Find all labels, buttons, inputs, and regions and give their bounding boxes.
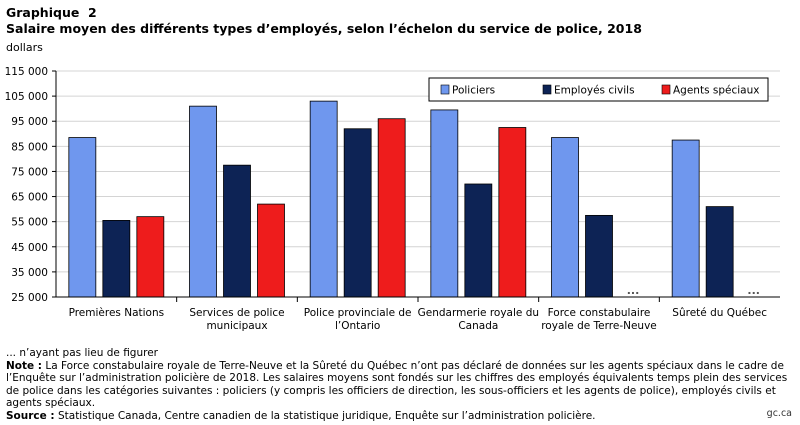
source-footnote: Source : Statistique Canada, Centre cana…: [6, 410, 794, 423]
x-tick-label: Force constabulaire: [548, 307, 651, 319]
bar: [309, 100, 338, 298]
source-label: Source :: [6, 409, 55, 422]
na-footnote: ... n’ayant pas lieu de figurer: [6, 347, 158, 359]
x-tick-label: royale de Terre-Neuve: [541, 320, 657, 332]
legend-swatch: [440, 84, 450, 95]
source-text: Statistique Canada, Centre canadien de l…: [54, 409, 596, 422]
x-tick-label: Police provinciale de: [304, 307, 412, 319]
bar: [102, 220, 131, 298]
watermark: gc.ca: [766, 408, 792, 419]
bar: [585, 214, 613, 298]
y-tick-label: 95 000: [11, 116, 48, 128]
chart-title: Salaire moyen des différents types d’emp…: [6, 21, 642, 36]
bar: [464, 183, 493, 298]
x-tick-label: municipaux: [206, 320, 267, 332]
bar: [671, 139, 700, 298]
bar: [136, 216, 165, 298]
bar: [343, 128, 372, 298]
legend-entry: Agents spéciaux: [673, 85, 759, 97]
bar: [498, 127, 527, 298]
y-axis-unit: dollars: [6, 41, 43, 54]
legend-box: [428, 77, 769, 102]
note-text: La Force constabulaire royale de Terre-N…: [6, 359, 788, 410]
bar: [68, 137, 97, 298]
chart-heading: Graphique 2 Salaire moyen des différents…: [6, 5, 642, 37]
x-tick-label: Sûreté du Québec: [672, 307, 767, 319]
footnotes: ... n’ayant pas lieu de figurer Note : L…: [6, 347, 794, 423]
legend-swatch: [542, 84, 552, 95]
bar: [551, 137, 579, 298]
x-tick-label: Premières Nations: [69, 307, 165, 319]
legend: Policiers Employés civils Agents spéciaux: [428, 77, 769, 102]
missing-marker: ...: [627, 284, 640, 297]
legend-entry: Policiers: [452, 85, 495, 97]
bar: [223, 164, 251, 298]
bar-chart: 25 000 35 000 45 000 55 000 65 000 75 000 85 0…: [5, 66, 780, 332]
bar: [377, 118, 406, 298]
note-footnote: Note : La Force constabulaire royale de …: [6, 360, 794, 410]
y-tick-label: 45 000: [11, 242, 48, 254]
y-tick-label: 115 000: [5, 66, 48, 78]
legend-swatch: [661, 84, 671, 95]
bar: [257, 203, 285, 298]
y-tick-label: 105 000: [5, 91, 48, 103]
legend-entry: Employés civils: [554, 85, 635, 97]
x-tick-label: Services de police: [189, 307, 284, 319]
y-tick-label: 55 000: [11, 217, 48, 229]
x-tick-label: Canada: [458, 320, 498, 332]
x-tick-label: Gendarmerie royale du: [418, 307, 539, 319]
y-tick-label: 85 000: [11, 141, 48, 153]
y-axis: 25 000 35 000 45 000 55 000 65 000 75 000 85 0…: [5, 66, 57, 304]
y-tick-label: 65 000: [11, 192, 48, 204]
bars: ......: [68, 100, 760, 298]
y-tick-label: 25 000: [11, 292, 48, 304]
missing-marker: ...: [747, 284, 760, 297]
x-tick-label: l’Ontario: [335, 320, 380, 332]
chart-number: Graphique 2: [6, 5, 97, 20]
bar: [705, 206, 734, 298]
y-tick-label: 75 000: [11, 166, 48, 178]
x-axis: Premières Nations Services de policemunic…: [56, 296, 780, 332]
bar: [189, 105, 217, 298]
gridlines: [56, 70, 780, 298]
note-label: Note :: [6, 359, 42, 372]
y-tick-label: 35 000: [11, 267, 48, 279]
bar: [430, 109, 459, 298]
